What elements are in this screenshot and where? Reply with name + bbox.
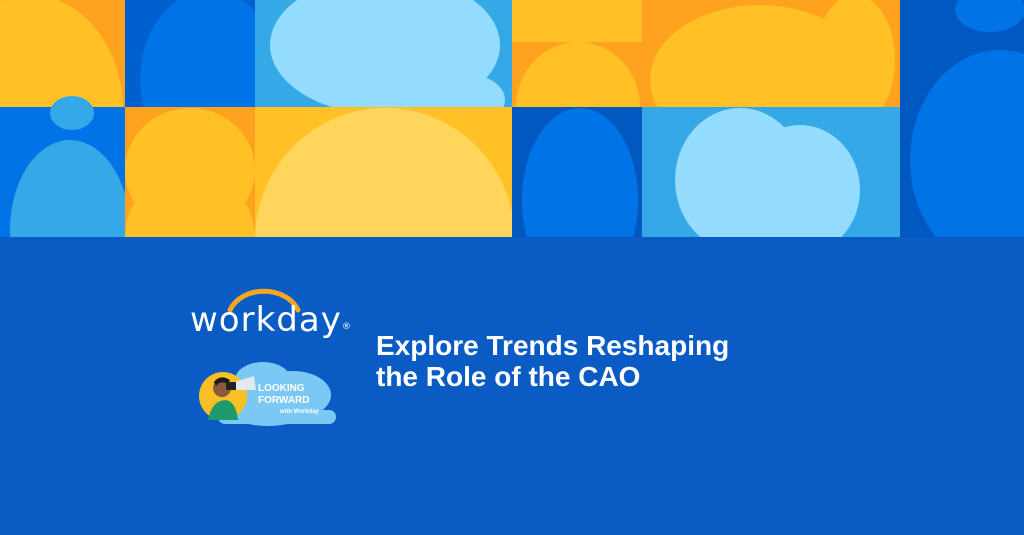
headline-line-1: Explore Trends Reshaping <box>376 330 730 361</box>
workday-logo-arc <box>227 288 301 313</box>
badge-text-with-workday: with Workday <box>280 409 319 415</box>
looking-forward-badge <box>199 362 336 426</box>
headline-line-2: the Role of the CAO <box>376 361 641 392</box>
decorative-cloud-pattern <box>0 0 1024 237</box>
badge-text-looking: LOOKING <box>258 383 305 394</box>
workday-logo: workday® <box>190 300 352 340</box>
headline: Explore Trends Reshaping the Role of the… <box>376 330 729 392</box>
badge-text-forward: FORWARD <box>258 395 310 406</box>
